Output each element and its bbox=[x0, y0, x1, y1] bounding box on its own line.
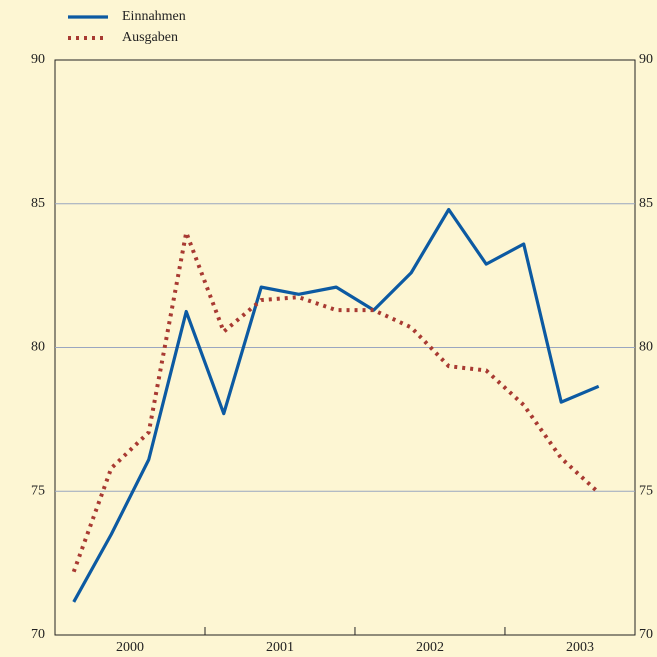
y-tick-label: 85 bbox=[31, 196, 45, 211]
y-tick-label: 70 bbox=[31, 627, 45, 642]
legend-label: Ausgaben bbox=[122, 30, 178, 45]
legend-label: Einnahmen bbox=[122, 9, 186, 24]
y2-tick-label: 85 bbox=[639, 196, 653, 211]
series-line bbox=[71, 230, 601, 573]
x-tick-label: 2002 bbox=[416, 640, 444, 655]
x-tick-label: 2003 bbox=[566, 640, 594, 655]
x-tick-label: 2001 bbox=[266, 640, 294, 655]
y-tick-label: 80 bbox=[31, 340, 45, 355]
y2-tick-label: 80 bbox=[639, 340, 653, 355]
series-line bbox=[72, 207, 600, 603]
y-tick-label: 75 bbox=[31, 483, 45, 498]
y-tick-label: 90 bbox=[31, 52, 45, 67]
x-tick-label: 2000 bbox=[116, 640, 144, 655]
y2-tick-label: 75 bbox=[639, 483, 653, 498]
y2-tick-label: 90 bbox=[639, 52, 653, 67]
y2-tick-label: 70 bbox=[639, 627, 653, 642]
